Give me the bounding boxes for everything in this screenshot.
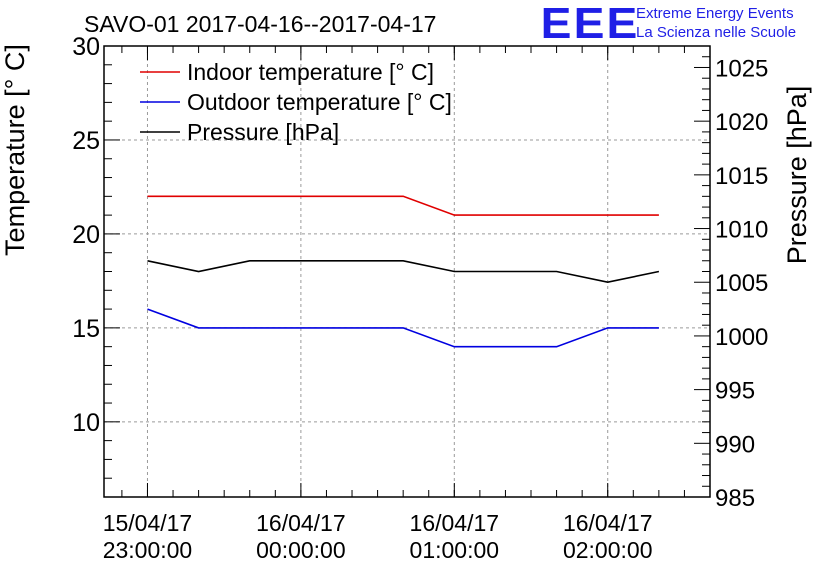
x-tick-label-date: 16/04/17 [256,510,346,536]
x-tick-label-time: 00:00:00 [256,537,346,563]
y2-tick-label: 1005 [715,270,768,297]
y-axis-label: Temperature [° C] [0,44,30,256]
y-tick-label: 15 [72,315,100,343]
x-tick-label-date: 15/04/17 [103,510,193,536]
eee-logo-caption: Extreme Energy Events La Scienza nelle S… [636,4,796,42]
x-tick-label-date: 16/04/17 [563,510,653,536]
y2-tick-label: 995 [715,378,755,405]
legend-label: Outdoor temperature [° C] [187,89,452,115]
legend: Indoor temperature [° C] Outdoor temperat… [140,59,452,145]
y2-tick-label: 985 [715,485,755,512]
y2-tick-label: 1000 [715,324,768,351]
y2-axis-label: Pressure [hPa] [782,86,812,265]
legend-label: Pressure [hPa] [187,119,339,145]
y2-tick-label: 1015 [715,163,768,190]
x-tick-label-time: 01:00:00 [410,537,500,563]
y2-tick-label: 990 [715,431,755,458]
x-tick-label-time: 02:00:00 [563,537,653,563]
y2-tick-label: 1020 [715,109,768,136]
y-tick-label: 30 [72,33,100,61]
axis-ticks: 15/04/1723:00:0016/04/1700:00:0016/04/17… [72,33,768,563]
y-tick-label: 10 [72,409,100,437]
legend-label: Indoor temperature [° C] [187,59,434,85]
series-layer [147,195,660,348]
y-tick-label: 20 [72,221,100,249]
series-line-indoor-temperature-c [147,195,659,216]
y2-tick-label: 1010 [715,217,768,244]
series-line-pressure-hpa [147,259,660,284]
y2-tick-label: 1025 [715,55,768,82]
eee-logo-line1: Extreme Energy Events [636,5,794,22]
x-tick-label-time: 23:00:00 [103,537,193,563]
y-tick-label: 25 [72,127,100,155]
x-tick-label-date: 16/04/17 [410,510,500,536]
eee-logo: EEE [540,0,640,48]
chart-title: SAVO-01 2017-04-16--2017-04-17 [84,11,436,37]
series-line-outdoor-temperature-c [147,308,659,348]
eee-logo-line2: La Scienza nelle Scuole [636,24,797,41]
